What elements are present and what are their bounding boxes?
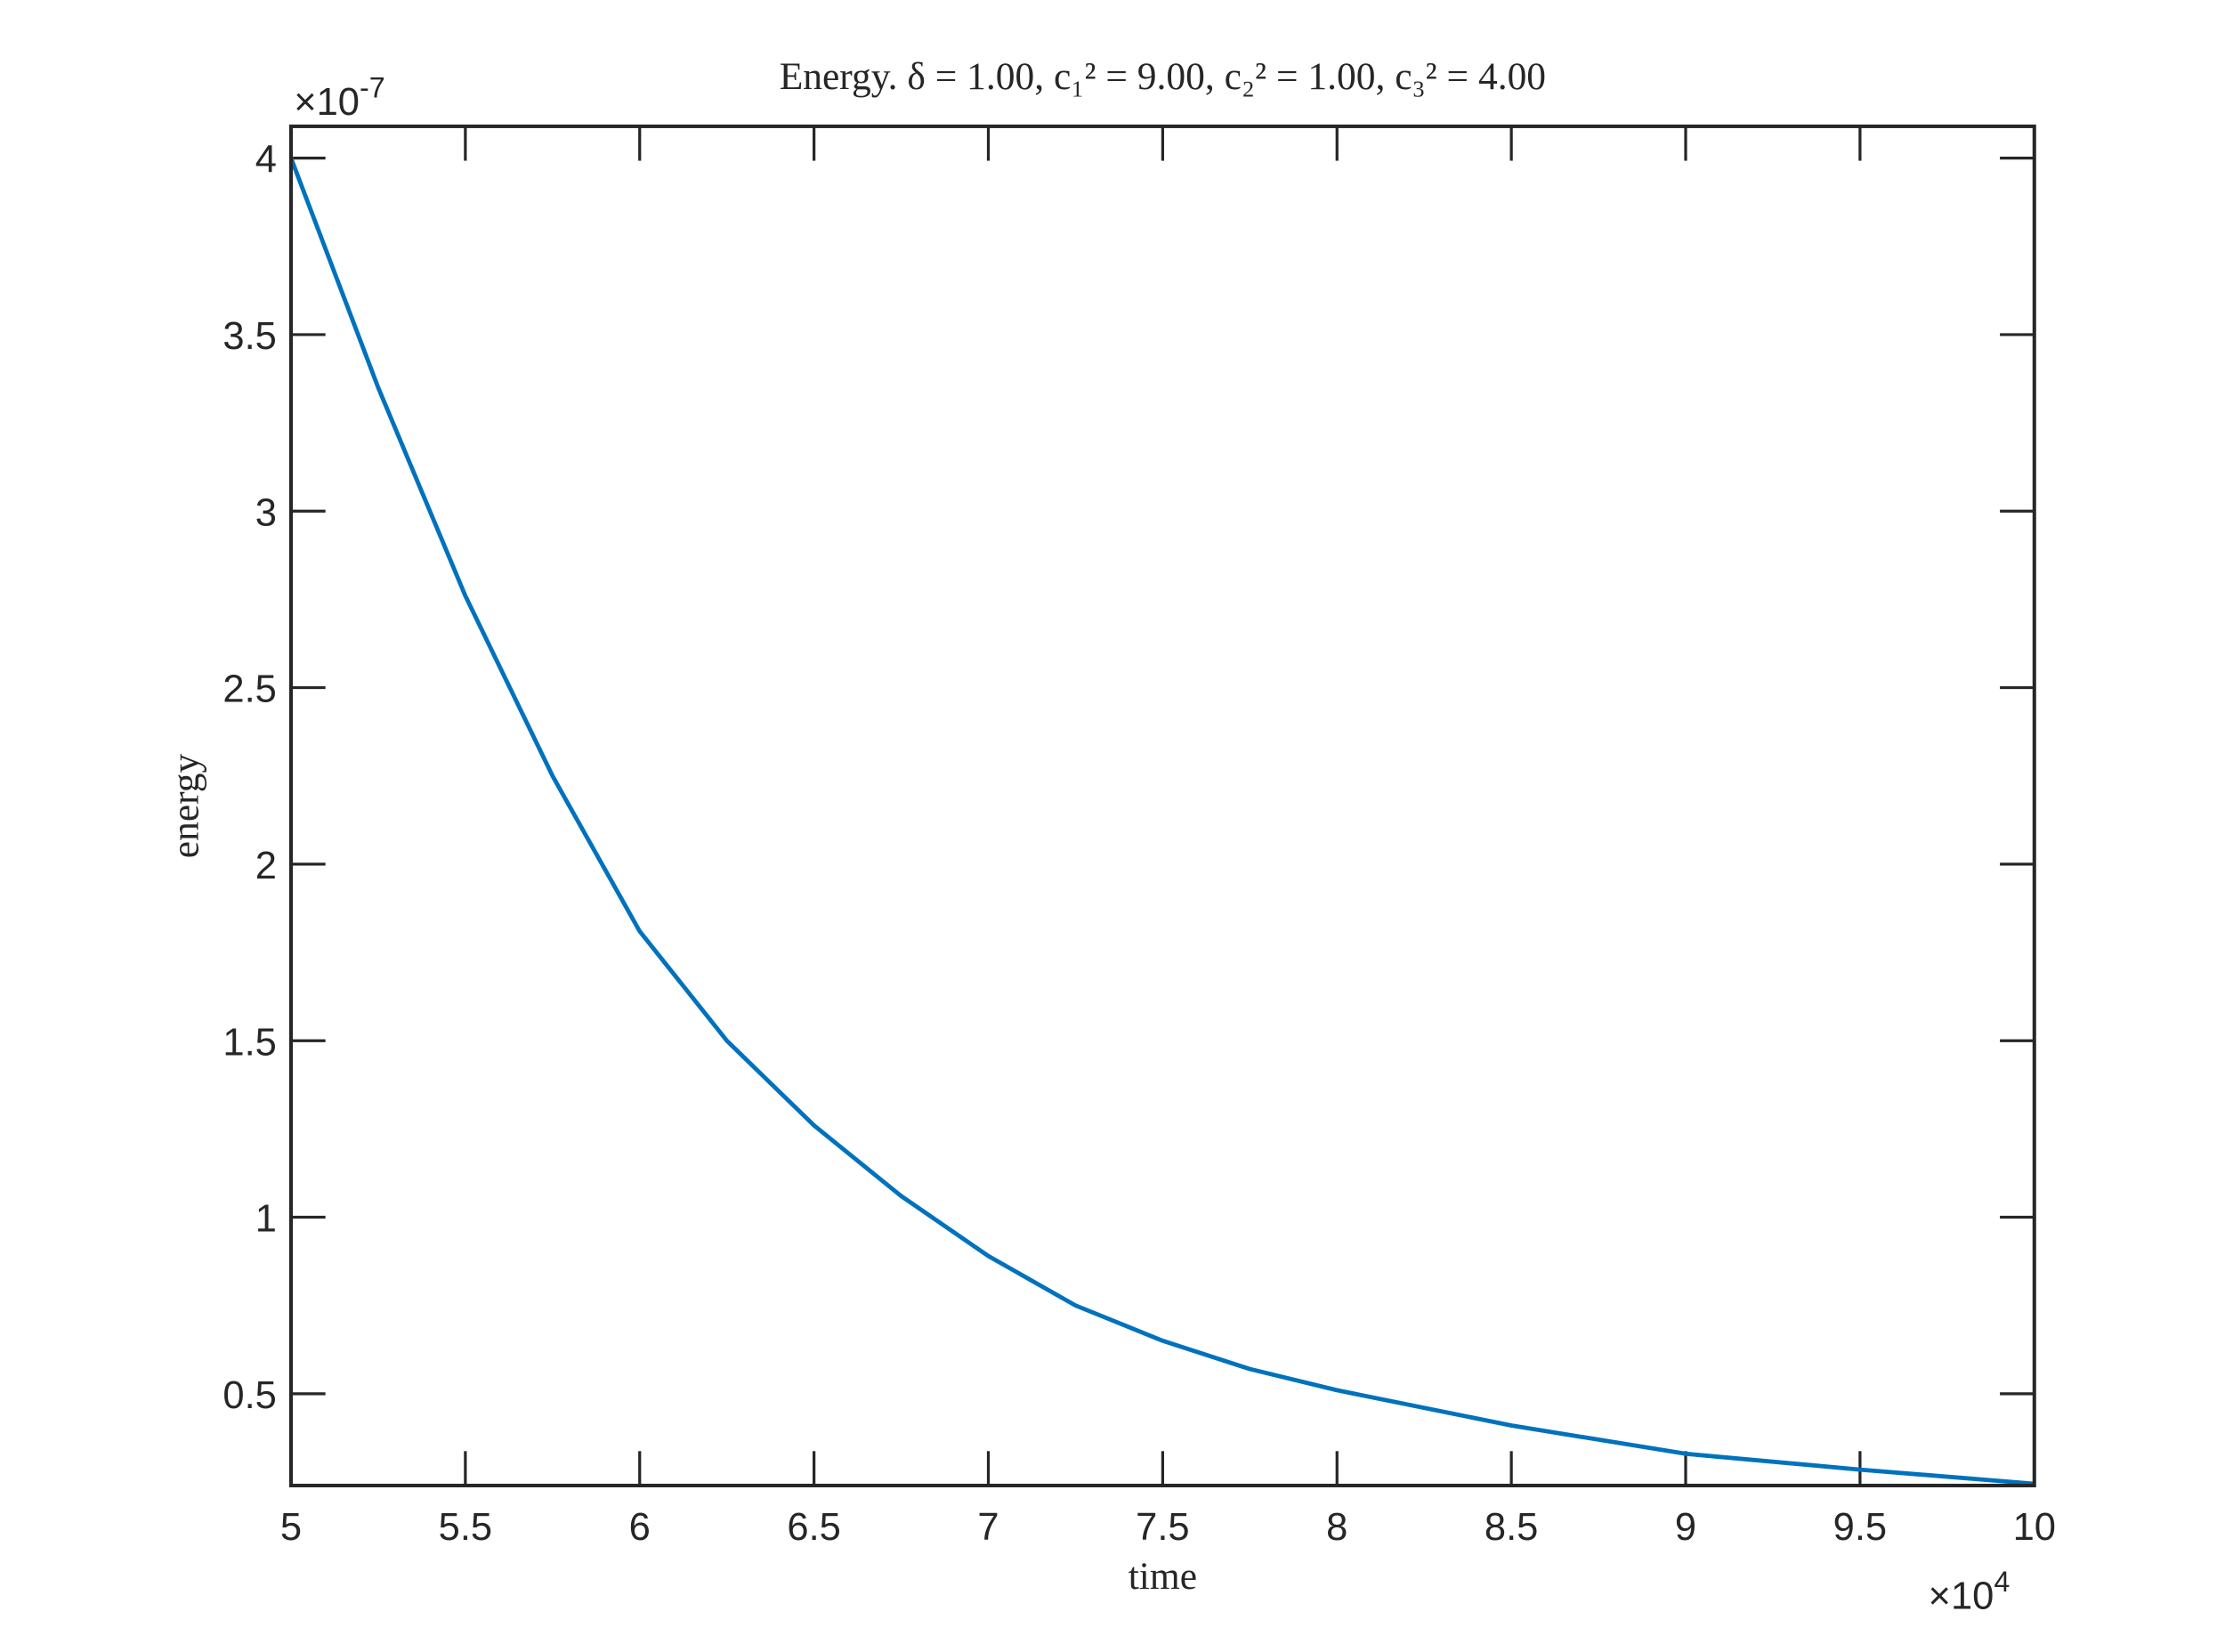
y-tick-label: 3 [255,491,277,534]
x-tick-label: 9 [1675,1506,1696,1549]
x-tick-label: 8 [1326,1506,1347,1549]
x-tick-label: 5.5 [439,1506,492,1549]
x-exponent: ×104 [1929,1566,2011,1617]
y-exponent: ×10-7 [294,72,384,124]
x-tick-label: 7 [977,1506,999,1549]
x-tick-label: 8.5 [1485,1506,1538,1549]
y-axis-label: energy [164,753,206,858]
y-tick-label: 2.5 [222,668,276,711]
y-tick-label: 3.5 [222,315,276,358]
y-tick-label: 1.5 [222,1021,276,1064]
x-tick-label: 9.5 [1833,1506,1887,1549]
y-exponent-base: ×10 [294,81,360,124]
x-tick-label: 6.5 [787,1506,840,1549]
y-tick-label: 4 [255,139,277,182]
x-tick-label: 6 [629,1506,651,1549]
x-tick-label: 7.5 [1136,1506,1189,1549]
axes-box [288,124,2036,1487]
y-tick-label: 2 [255,845,277,887]
y-exponent-power: -7 [360,72,385,104]
x-tick-label: 5 [280,1506,302,1549]
x-axis-label: time [1129,1555,1197,1598]
line-series [288,157,2035,1486]
x-tick-label: 10 [2013,1506,2056,1549]
x-exponent-power: 4 [1994,1566,2010,1598]
y-tick-label: 0.5 [222,1374,276,1417]
y-tick-label: 1 [255,1198,277,1241]
x-exponent-base: ×10 [1929,1575,1994,1618]
chart-title: Energy. δ = 1.00, c₁² = 9.00, c₂² = 1.00… [780,55,1546,98]
